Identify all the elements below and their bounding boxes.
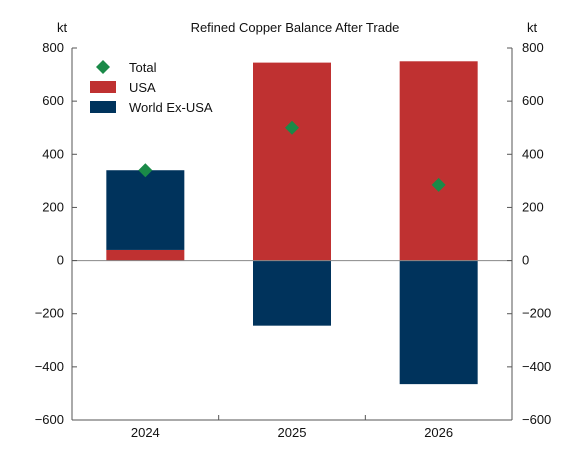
y-tick-label-left: −400: [35, 359, 64, 374]
y-tick-label-right: 0: [522, 253, 529, 268]
y-tick-label-right: −400: [522, 359, 551, 374]
x-tick-label-2024: 2024: [131, 425, 160, 440]
bar-world-ex-usa-2026: [399, 260, 478, 385]
y-tick-label-right: −600: [522, 412, 551, 427]
legend-swatch-usa: [90, 81, 116, 93]
y-tick-label-right: 400: [522, 146, 544, 161]
legend-label-world-ex-usa: World Ex-USA: [129, 100, 213, 115]
legend: Total USA World Ex-USA: [90, 60, 213, 115]
bar-usa-2025: [253, 62, 331, 261]
marker-total-2024: [138, 163, 153, 178]
legend-label-total: Total: [129, 60, 157, 75]
axes: −600 −600 −400 −400 −200 −200 0 0 200 200 400 400 60…: [35, 40, 552, 440]
y-tick-label-left: 200: [42, 199, 64, 214]
bar-world-ex-usa-2024: [106, 170, 185, 250]
y-tick-label-right: 200: [522, 199, 544, 214]
legend-label-usa: USA: [129, 80, 156, 95]
y-tick-label-left: 0: [57, 253, 64, 268]
bar-usa-2026: [399, 61, 478, 261]
y-tick-label-left: 800: [42, 40, 64, 55]
legend-swatch-total: [96, 60, 110, 74]
y-tick-label-left: 400: [42, 146, 64, 161]
y-tick-label-left: −200: [35, 306, 64, 321]
legend-swatch-world-ex-usa: [90, 101, 116, 113]
y-tick-label-left: 600: [42, 93, 64, 108]
y-axis-unit-left: kt: [57, 20, 68, 35]
y-tick-label-right: 800: [522, 40, 544, 55]
chart-title: Refined Copper Balance After Trade: [191, 20, 400, 35]
y-tick-label-left: −600: [35, 412, 64, 427]
x-tick-label-2025: 2025: [278, 425, 307, 440]
y-tick-label-right: −200: [522, 306, 551, 321]
bar-world-ex-usa-2025: [253, 260, 331, 326]
marker-total-2026: [431, 177, 446, 192]
marker-total-2025: [285, 120, 299, 135]
bar-usa-2024: [106, 249, 185, 261]
plot-area: [106, 61, 478, 385]
y-tick-label-right: 600: [522, 93, 544, 108]
x-tick-label-2026: 2026: [424, 425, 453, 440]
y-axis-unit-right: kt: [527, 20, 538, 35]
